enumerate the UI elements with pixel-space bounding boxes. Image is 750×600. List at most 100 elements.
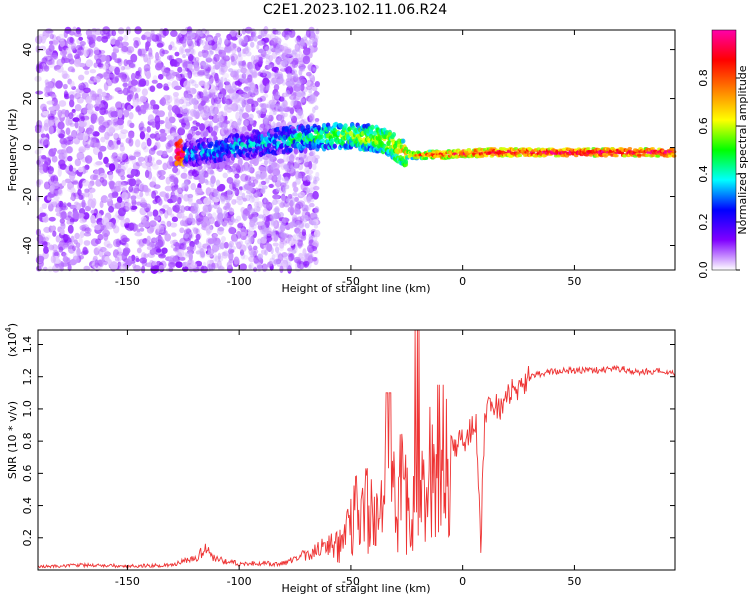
- spectrogram-cell: [166, 134, 175, 141]
- spectrogram-cell: [269, 202, 274, 208]
- spectrogram-cell: [238, 89, 244, 96]
- spectrogram-cell: [274, 252, 280, 258]
- spectrogram-cell: [165, 144, 173, 153]
- spectrogram-cell: [242, 254, 249, 260]
- spectrogram-cell: [206, 108, 211, 114]
- spectrogram-cell: [273, 219, 280, 229]
- spectrogram-cell: [115, 185, 122, 192]
- spectrogram-cell: [120, 180, 129, 186]
- spectrogram-cell: [77, 74, 85, 81]
- spectrogram-cell: [155, 228, 161, 236]
- spectrogram-cell: [637, 153, 642, 157]
- spectrogram-cell: [173, 207, 180, 212]
- spectrogram-cell: [171, 80, 179, 90]
- spectrogram-cell: [269, 220, 278, 228]
- spectrogram-cell: [297, 209, 302, 215]
- spectrogram-cell: [140, 199, 147, 204]
- spectrogram-cell: [130, 197, 136, 202]
- spectrogram-cell: [63, 152, 68, 158]
- spectrogram-cell: [38, 34, 45, 40]
- spectrogram-cell: [247, 88, 254, 95]
- spectrogram-cell: [187, 193, 193, 202]
- spectrogram-cell: [103, 95, 110, 102]
- spectrogram-cell: [312, 190, 319, 200]
- spectrogram-cell: [94, 224, 101, 231]
- x-tick-label: 0: [459, 575, 466, 588]
- spectrogram-cell: [182, 261, 186, 268]
- spectrogram-cell: [272, 228, 277, 236]
- spectrogram-cell: [198, 91, 204, 99]
- spectrogram-cell: [154, 141, 161, 150]
- spectrogram-cell: [238, 97, 245, 104]
- spectrogram-cell: [140, 216, 147, 223]
- spectrogram-cell: [279, 107, 285, 113]
- spectrogram-cell: [253, 259, 260, 265]
- spectrogram-cell: [96, 259, 103, 267]
- spectrogram-cell: [294, 196, 299, 202]
- spectrogram-cell: [93, 47, 100, 55]
- spectrogram-cell: [78, 166, 84, 173]
- spectrogram-cell: [304, 33, 308, 42]
- spectrogram-cell: [177, 66, 183, 73]
- y-tick-label: 0.6: [21, 465, 34, 483]
- spectrogram-cell: [219, 93, 224, 99]
- spectrogram-cell: [296, 82, 301, 87]
- spectrogram-cell: [93, 76, 101, 83]
- spectrogram-cell: [242, 235, 247, 241]
- spectrogram-cell: [285, 90, 291, 97]
- spectrogram-cell: [249, 220, 255, 228]
- spectrogram-cell: [130, 79, 138, 86]
- spectrogram-cell: [280, 112, 286, 121]
- x-tick-label: -150: [115, 275, 140, 288]
- spectrogram-cell: [162, 94, 171, 101]
- spectrogram-cell: [209, 44, 213, 53]
- spectrogram-cell: [259, 83, 264, 92]
- spectrogram-cell: [183, 108, 188, 114]
- spectrogram-cell: [245, 104, 252, 113]
- spectrogram-cell: [64, 149, 73, 154]
- spectrogram-cell: [182, 61, 188, 69]
- spectrogram-cell: [115, 238, 122, 248]
- spectrogram-cell: [155, 120, 161, 130]
- spectrogram-cell: [219, 46, 225, 53]
- spectrogram-cell: [308, 236, 314, 244]
- spectrogram-cell: [289, 221, 294, 229]
- spectrogram-cell: [217, 82, 223, 92]
- spectrogram-cell: [176, 34, 182, 44]
- spectrogram-cell: [145, 41, 151, 48]
- spectrogram-cell: [104, 256, 110, 262]
- spectrogram-cell: [55, 235, 61, 243]
- spectrogram-cell: [181, 182, 186, 191]
- spectrogram-cell: [246, 167, 251, 172]
- spectrogram-cell: [250, 41, 255, 48]
- spectrogram-cell: [35, 90, 44, 95]
- spectrogram-cell: [209, 242, 216, 247]
- snr-panel: -150 -100 -50 0 50 0.20.40.60.81.01.21.4 Hei…: [4, 323, 676, 595]
- spectrogram-cell: [151, 176, 157, 184]
- spectrogram-cell: [228, 227, 237, 235]
- spectrogram-cell: [93, 162, 101, 167]
- spectrogram-cell: [294, 262, 299, 268]
- spectrogram-cell: [265, 45, 270, 52]
- y-tick-label: 0: [21, 144, 34, 151]
- spectrogram-cell: [223, 211, 229, 218]
- spectrogram-cell: [187, 70, 193, 79]
- spectrogram-cell: [138, 78, 147, 87]
- spectrogram-cell: [275, 103, 281, 110]
- spectrogram-cell: [94, 106, 100, 112]
- spectrogram-cell: [168, 116, 176, 124]
- colorbar-gradient: [711, 29, 737, 271]
- spectrogram-cell: [113, 132, 119, 139]
- spectrogram-cell: [304, 204, 311, 211]
- spectrogram-cell: [226, 177, 234, 184]
- spectrogram-cell: [139, 257, 148, 264]
- spectrogram-cell: [213, 203, 218, 209]
- spectrogram-cell: [35, 64, 44, 73]
- spectrogram-cell: [294, 170, 300, 180]
- spectrogram-cell: [231, 218, 236, 223]
- spectrogram-cell: [57, 187, 62, 195]
- spectrogram-cell: [201, 61, 206, 66]
- spectrogram-cell: [272, 242, 279, 247]
- spectrogram-cell: [45, 48, 53, 56]
- spectrogram-cell: [276, 199, 283, 205]
